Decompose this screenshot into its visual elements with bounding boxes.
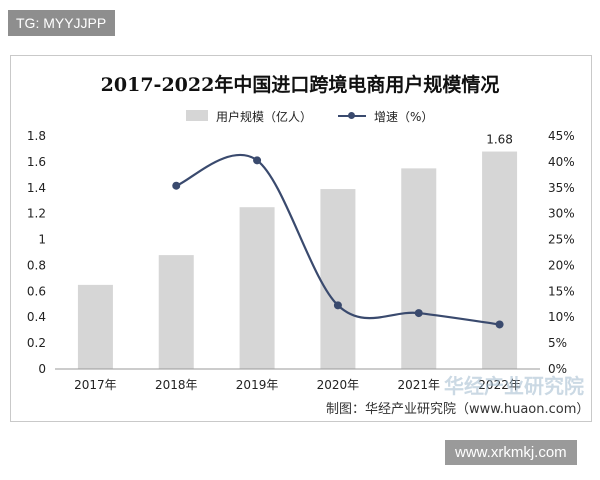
- x-tick-label: 2020年: [317, 378, 360, 392]
- legend-line-marker: [348, 112, 355, 119]
- y-left-tick-label: 0.6: [27, 284, 46, 298]
- bar-2018年: [158, 255, 194, 369]
- growth-point-2020年: [333, 301, 342, 310]
- y-right-tick-label: 30%: [548, 207, 575, 221]
- growth-point-2018年: [172, 181, 181, 190]
- chart-credit: 制图：华经产业研究院（www.huaon.com）: [326, 402, 590, 417]
- growth-point-2022年: [495, 320, 504, 329]
- x-tick-label: 2018年: [155, 378, 198, 392]
- x-tick-label: 2022年: [478, 378, 521, 392]
- y-right-tick-label: 20%: [548, 258, 575, 272]
- y-right-tick-label: 45%: [548, 129, 575, 143]
- legend-bar-swatch: [186, 110, 208, 121]
- y-left-tick-label: 1.4: [27, 181, 46, 195]
- y-right-tick-label: 25%: [548, 233, 575, 247]
- y-right-tick-label: 15%: [548, 284, 575, 298]
- y-right-tick-label: 40%: [548, 155, 575, 169]
- growth-point-2019年: [253, 156, 262, 165]
- y-left-tick-label: 0.4: [27, 310, 46, 324]
- y-right-tick-label: 5%: [548, 336, 567, 350]
- data-label-2022年: 1.68: [486, 133, 513, 147]
- x-tick-label: 2021年: [397, 378, 440, 392]
- watermark-text: 华经产业研究院: [444, 374, 584, 398]
- y-left-tick-label: 1.2: [27, 207, 46, 221]
- bar-2020年: [320, 189, 356, 369]
- bar-2022年: [482, 151, 518, 369]
- y-left-tick-label: 0.2: [27, 336, 46, 350]
- y-left-tick-label: 1.8: [27, 129, 46, 143]
- y-right-tick-label: 10%: [548, 310, 575, 324]
- y-left-tick-label: 0: [38, 362, 46, 376]
- tag-label: TG: MYYJJPP: [8, 10, 116, 36]
- chart-title: 2017-2022年中国进口跨境电商用户规模情况: [100, 74, 500, 96]
- x-tick-label: 2017年: [74, 378, 117, 392]
- growth-rate-line: [175, 153, 500, 326]
- site-url-label: www.xrkmkj.com: [445, 440, 577, 465]
- bar-2017年: [77, 284, 113, 369]
- y-right-tick-label: 35%: [548, 181, 575, 195]
- legend-line-label: 增速（%）: [374, 110, 434, 124]
- x-tick-label: 2019年: [236, 378, 279, 392]
- legend-bar-label: 用户规模（亿人）: [216, 110, 313, 124]
- bar-2021年: [401, 168, 437, 369]
- y-left-tick-label: 1.6: [27, 155, 46, 169]
- y-right-tick-label: 0%: [548, 362, 567, 376]
- growth-point-2021年: [414, 309, 423, 318]
- y-left-tick-label: 1: [38, 233, 46, 247]
- y-left-tick-label: 0.8: [27, 258, 46, 272]
- bar-2019年: [239, 207, 275, 369]
